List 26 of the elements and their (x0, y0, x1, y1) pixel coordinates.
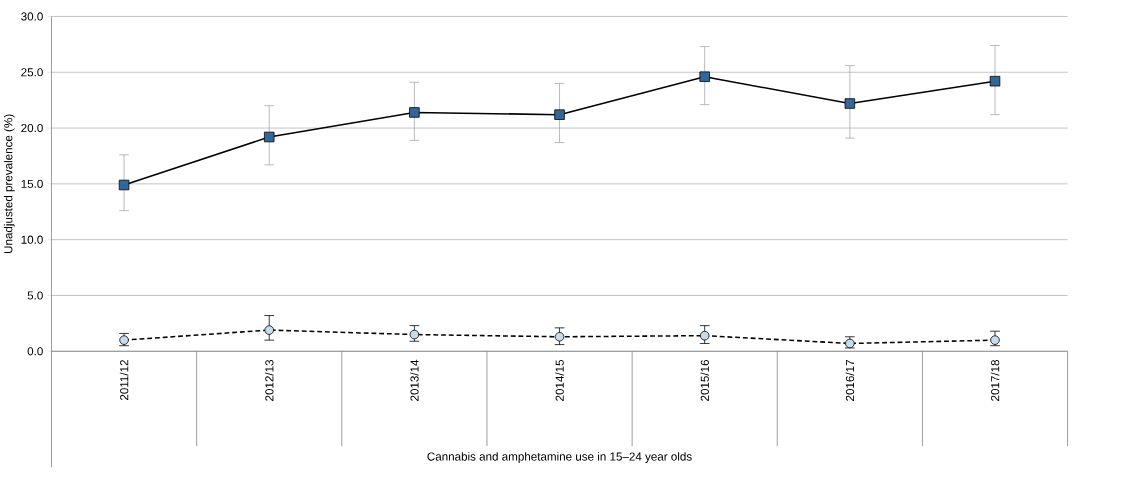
y-axis-title: Unadjusted prevalence (%) (3, 114, 15, 253)
x-tick-label: 2016/17 (845, 360, 855, 401)
y-tick-label: 5.0 (27, 291, 43, 300)
y-tick-label: 30.0 (21, 12, 43, 21)
point (118, 179, 130, 191)
y-tick-label: 25.0 (21, 68, 43, 77)
y-tick-label: 15.0 (21, 179, 43, 188)
y-tick-label: 20.0 (21, 123, 43, 133)
x-tick-label: 2014/15 (555, 359, 564, 401)
point (264, 325, 274, 335)
point (264, 131, 275, 143)
y-tick-label: 0.0 (27, 347, 43, 356)
x-tick-label: 2011/12 (119, 360, 129, 400)
point (989, 75, 1001, 87)
y-tick-label: 10.0 (21, 235, 43, 244)
point (409, 329, 420, 340)
point (409, 107, 420, 118)
point (699, 71, 710, 82)
x-tick-label: 2012/13 (264, 359, 274, 401)
x-tick-label: 2015/16 (700, 359, 709, 401)
point (554, 109, 565, 120)
x-tick-label: 2013/14 (410, 359, 419, 401)
point (844, 98, 856, 109)
x-axis-title: Cannabis and amphetamine use in 15–24 year olds (427, 452, 692, 463)
x-tick-label: 2017/18 (990, 359, 1000, 401)
point (554, 331, 565, 342)
